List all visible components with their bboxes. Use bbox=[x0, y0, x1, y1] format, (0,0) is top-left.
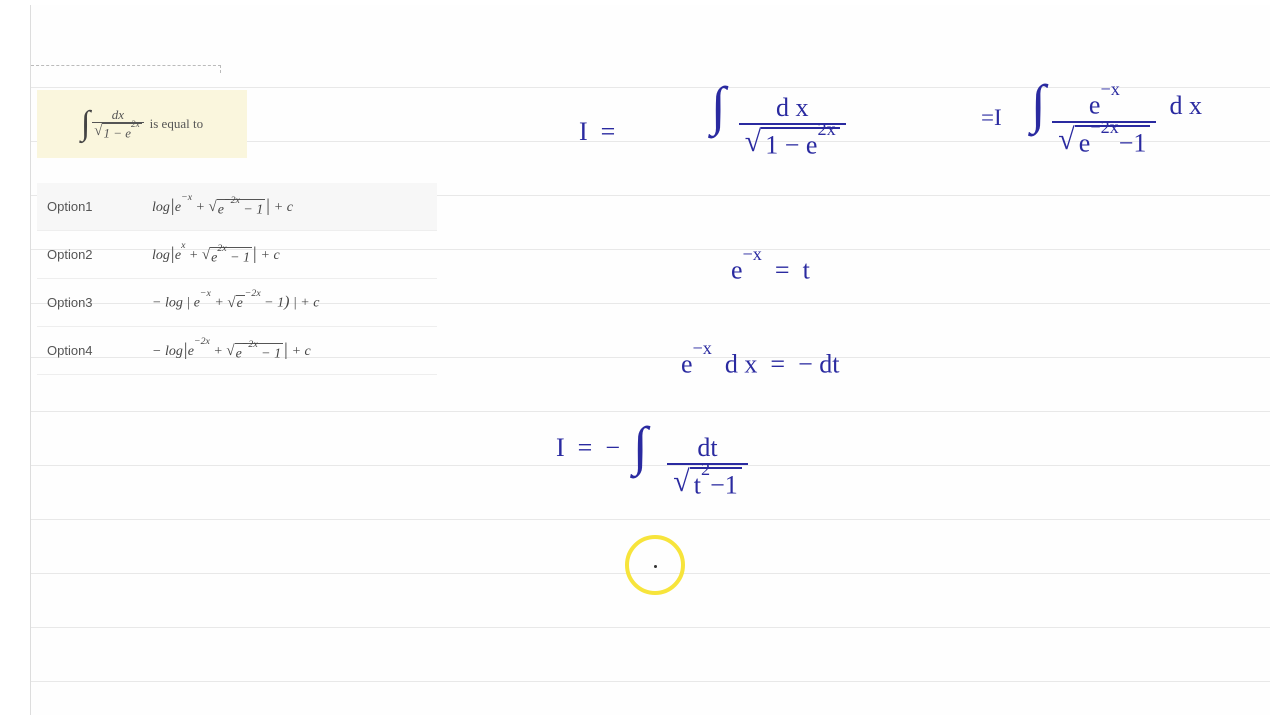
option-expression: − log | e−x + √e−2x − 1) | + c bbox=[152, 293, 319, 312]
option-row[interactable]: Option4 − log|e−2x + √e−2x − 1| + c bbox=[37, 327, 437, 375]
question-trailing: is equal to bbox=[150, 116, 203, 132]
handwriting-line2: e−x = t bbox=[731, 253, 810, 286]
option-expression: log|ex + √e2x − 1| + c bbox=[152, 243, 280, 267]
options-table: Option1 log|e−x + √e−2x − 1| + c Option2… bbox=[37, 183, 437, 375]
cursor-dot bbox=[654, 565, 657, 568]
option-row[interactable]: Option1 log|e−x + √e−2x − 1| + c bbox=[37, 183, 437, 231]
handwriting-line1-left: I = bbox=[579, 117, 615, 147]
option-label: Option4 bbox=[37, 343, 152, 358]
page-tab-outline bbox=[31, 65, 221, 73]
option-expression: − log|e−2x + √e−2x − 1| + c bbox=[152, 339, 311, 363]
rule-line bbox=[31, 681, 1270, 682]
handwriting-line1-eq: =I bbox=[981, 105, 1002, 131]
option-label: Option2 bbox=[37, 247, 152, 262]
question-integral: ∫ dx √1 − e2x bbox=[81, 108, 144, 141]
handwriting-line3: e−x d x = − dt bbox=[681, 347, 839, 380]
option-label: Option3 bbox=[37, 295, 152, 310]
option-row[interactable]: Option2 log|ex + √e2x − 1| + c bbox=[37, 231, 437, 279]
rule-line bbox=[31, 519, 1270, 520]
handwriting-line4: I = − ∫ dt √t2−1 bbox=[556, 425, 748, 499]
option-row[interactable]: Option3 − log | e−x + √e−2x − 1) | + c bbox=[37, 279, 437, 327]
rule-line bbox=[31, 411, 1270, 412]
rule-line bbox=[31, 627, 1270, 628]
option-expression: log|e−x + √e−2x − 1| + c bbox=[152, 195, 293, 219]
question-box: ∫ dx √1 − e2x is equal to bbox=[37, 90, 247, 158]
handwriting-line1-right: ∫ e−x √e−2x−1 d x bbox=[1031, 83, 1202, 157]
handwriting-line1-mid: ∫ d x √1 − e2x bbox=[711, 85, 846, 159]
option-label: Option1 bbox=[37, 199, 152, 214]
notebook-paper: ∫ dx √1 − e2x is equal to Option1 log|e−… bbox=[30, 5, 1270, 715]
